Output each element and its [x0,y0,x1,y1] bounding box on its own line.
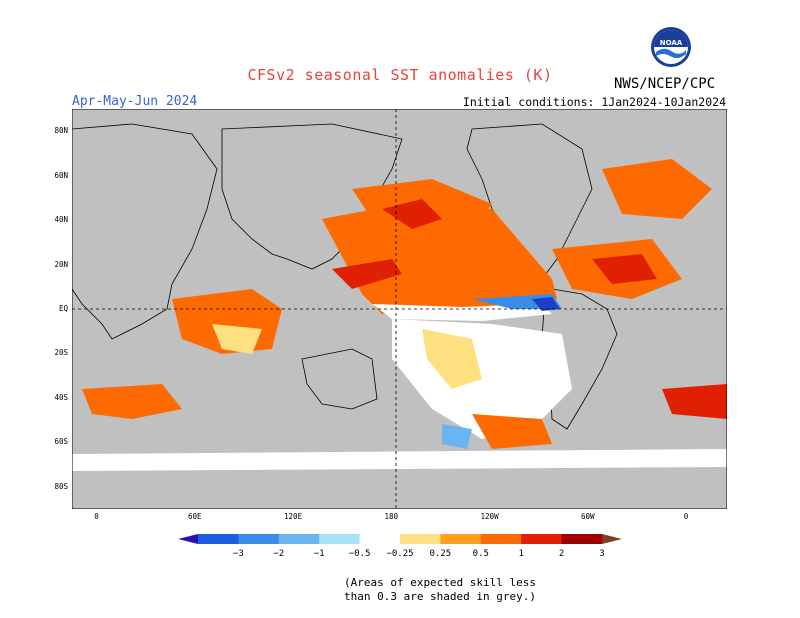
field-cool-southern-ocean [442,424,472,449]
colorbar-segment [400,534,441,544]
field-red-kuroshio [382,199,442,229]
colorbar-segment [480,534,522,544]
lon-tick-label: 0 [94,512,99,521]
colorbar-segment [359,534,401,544]
colorbar-arrow-high [602,534,622,544]
field-red-north-atlantic [592,254,657,284]
lon-tick-label: 0 [683,512,689,521]
colorbar-segment [198,534,239,544]
lon-tick-label: 120W [480,512,499,521]
colorbar-label: 0.5 [473,549,489,559]
forecast-period: Apr-May-Jun 2024 [72,94,198,109]
lat-tick-label: 20S [54,348,68,358]
skill-note: (Areas of expected skill less than 0.3 a… [343,576,537,603]
colorbar-segment [278,534,320,544]
colorbar-segment [440,534,482,544]
field-lightwarm-south-pacific [422,329,482,389]
map-title: CFSv2 seasonal SST anomalies (K) [247,66,553,84]
sst-anomaly-map [72,109,727,509]
initial-conditions: Initial conditions: 1Jan2024-10Jan2024 [462,95,726,109]
field-neutral-antarctic-rim [72,449,727,471]
field-warm-southern-ocean [472,414,552,449]
colorbar-label: 1 [518,549,523,559]
field-red-south-atlantic [662,384,727,419]
land-masses [72,123,727,509]
colorbar-label: −0.5 [349,549,371,559]
colorbar-segment [238,534,280,544]
field-cold-peru [532,297,560,311]
land-asia [221,123,403,270]
lon-tick-label: 180 [384,512,399,521]
lat-tick-label: 40S [54,392,68,402]
land-australia [301,348,378,410]
land-antarctica [72,463,727,509]
colorbar-segment [319,534,361,544]
lon-tick-label: 60E [188,512,202,521]
colorbar-label: −1 [314,549,325,559]
colorbar-label: −0.25 [386,549,413,559]
colorbar-segment [561,534,603,544]
lat-tick-label: 80N [54,126,68,136]
logo-text: NOAA [660,39,683,47]
colorbar-segment [521,534,563,544]
lat-tick-label: 80S [54,481,68,491]
field-red-west-pacific [332,259,402,289]
colorbar-label: −3 [233,549,244,559]
lat-tick-label: EQ [58,304,68,313]
lat-tick-label: 20N [54,259,68,269]
land-africa-europe [72,123,218,340]
lon-tick-label: 60W [581,512,595,521]
colorbar: −3 −2 −1 −0.5 −0.25 0.25 0.5 1 2 3 [178,534,622,559]
lat-tick-label: 60S [54,437,68,447]
colorbar-label: 2 [559,549,564,559]
colorbar-label: −2 [273,549,284,559]
anomaly-fields [72,159,727,471]
lat-tick-label: 60N [54,170,68,180]
colorbar-label: 0.25 [430,549,452,559]
field-lightwarm-indian-ocean [212,324,262,354]
lat-tick-label: 40N [54,215,68,225]
field-warm-north-east-atlantic [602,159,712,219]
colorbar-arrow-low [178,534,198,544]
field-warm-north-pacific [322,204,557,314]
noaa-logo: NOAA [651,27,691,67]
colorbar-label: 3 [599,549,604,559]
lon-tick-label: 120E [284,512,303,521]
organization-label: NWS/NCEP/CPC [614,76,716,92]
field-neutral-equator [372,304,552,321]
field-warm-south-indian-ocean [82,384,182,419]
dashed-reference-lines [72,109,727,509]
